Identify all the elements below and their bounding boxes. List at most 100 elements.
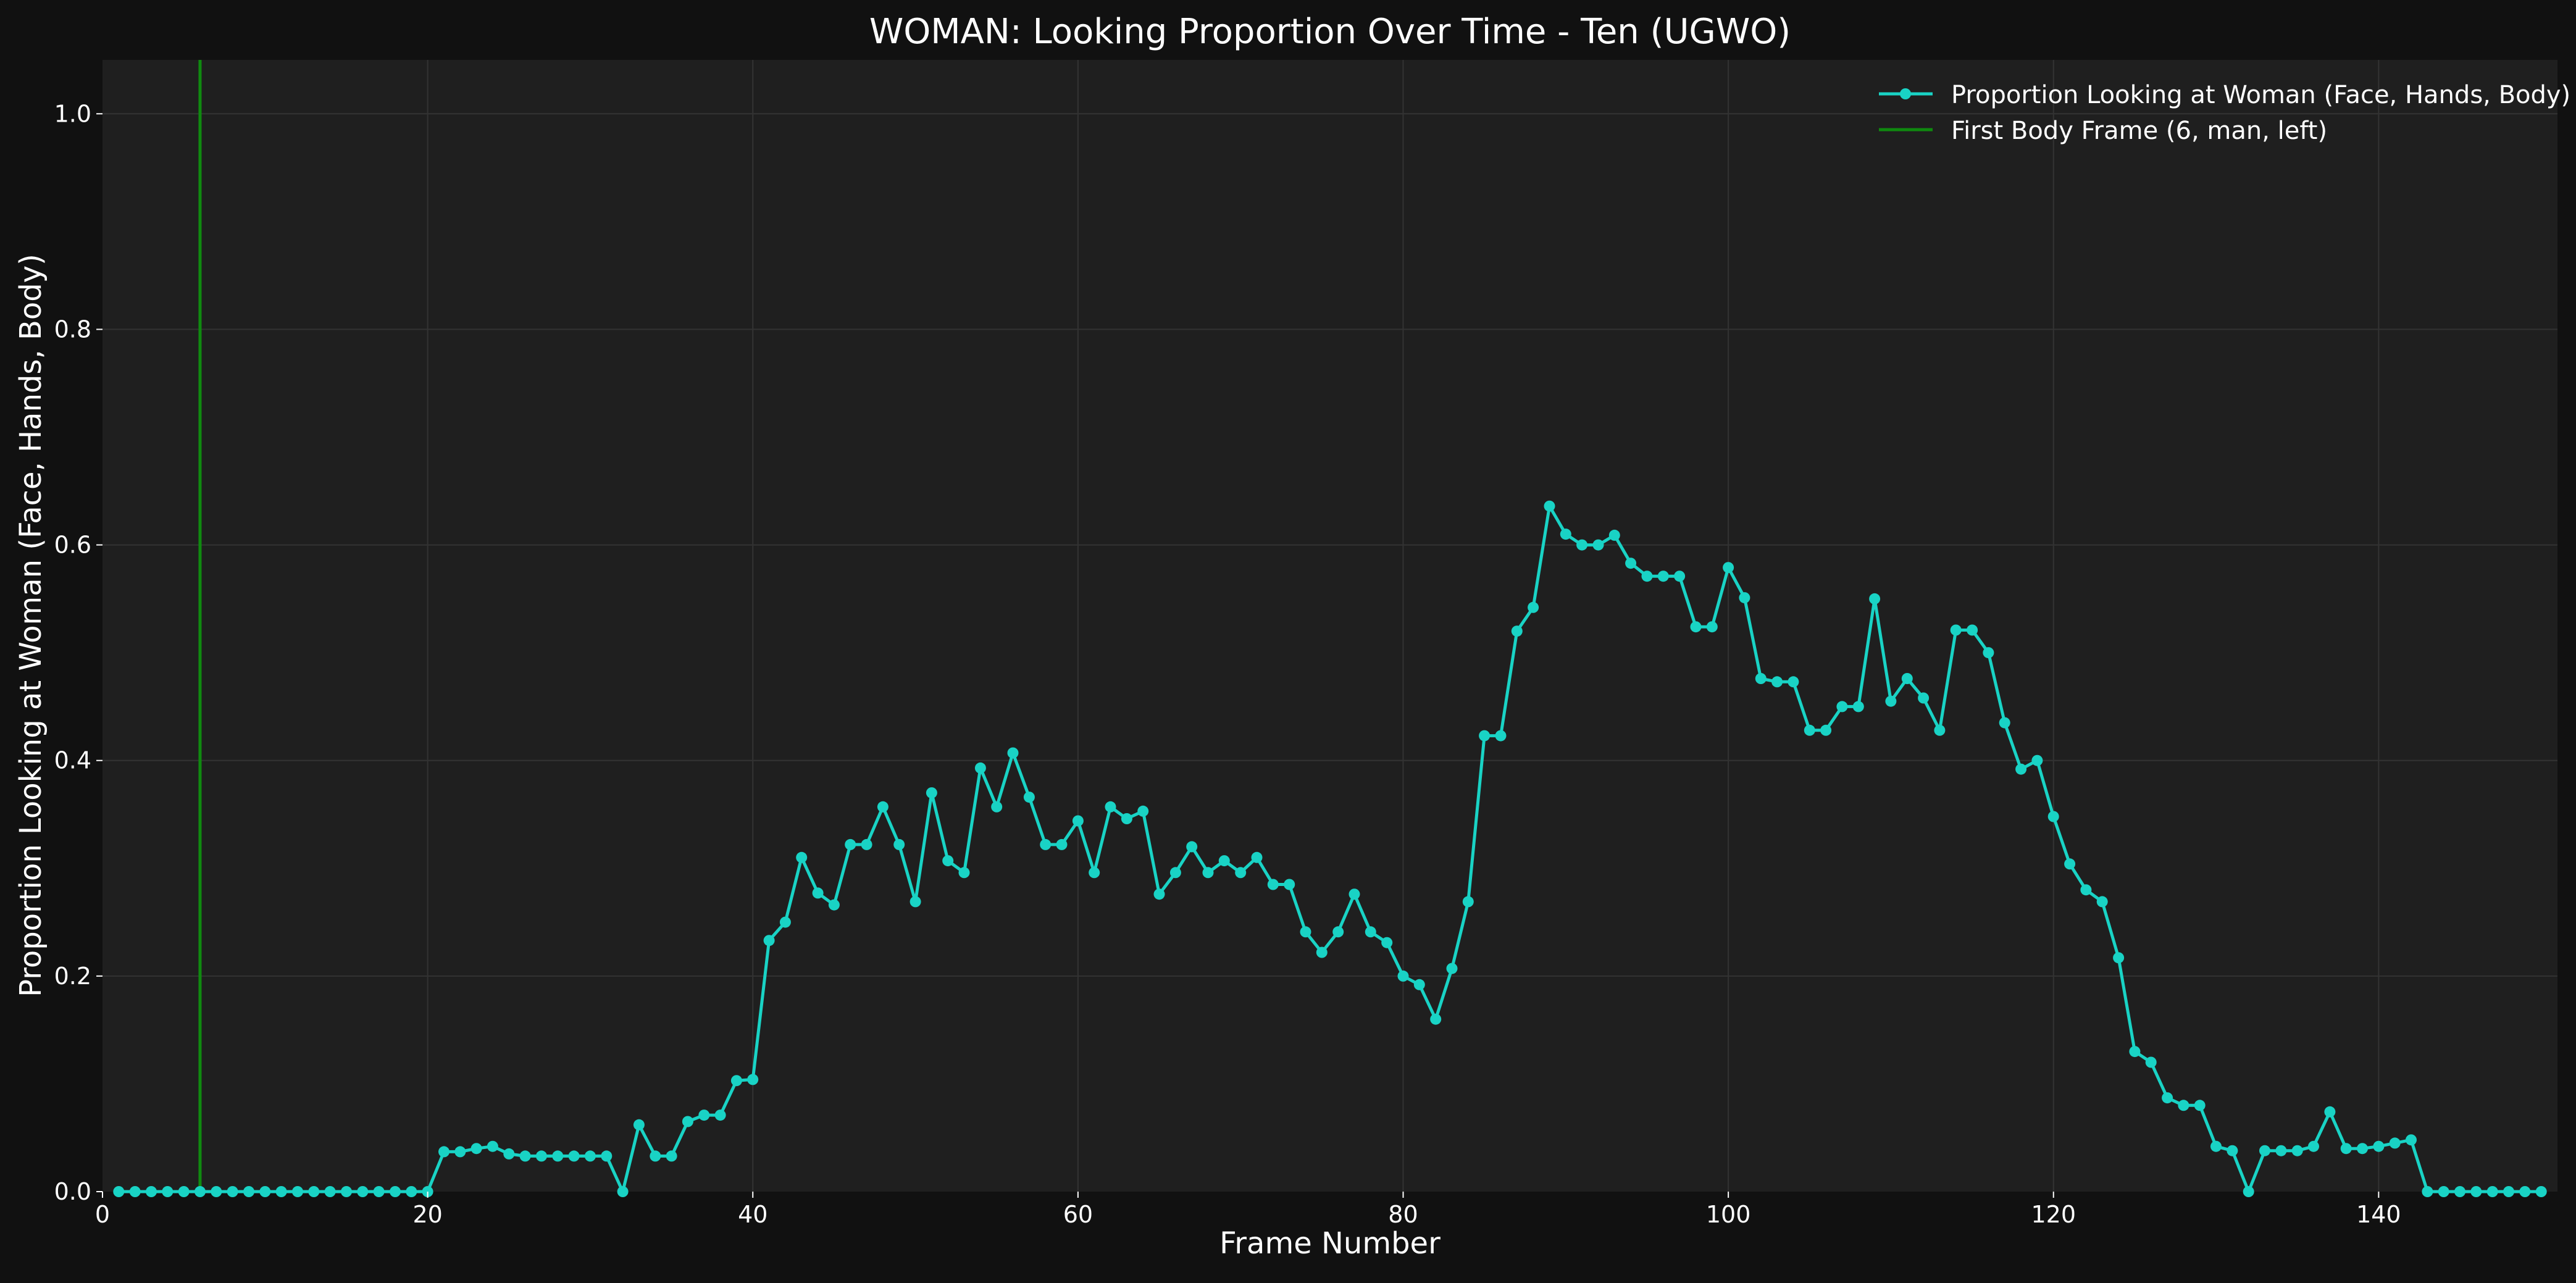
data-point <box>324 1186 336 1197</box>
legend-vline-label: First Body Frame (6, man, left) <box>1951 117 2327 145</box>
data-point <box>341 1186 352 1197</box>
data-point <box>1235 867 1247 879</box>
data-point <box>1641 570 1653 582</box>
data-point <box>1706 621 1718 633</box>
data-point <box>308 1186 320 1197</box>
data-point <box>2064 858 2076 870</box>
grid <box>102 60 2557 1192</box>
data-point <box>2178 1100 2189 1111</box>
data-point <box>1950 624 1962 636</box>
data-point <box>1983 647 1994 659</box>
y-tick-label: 0.6 <box>54 532 91 559</box>
data-point <box>1820 724 1832 736</box>
data-point <box>633 1119 645 1130</box>
data-point <box>1316 947 1328 958</box>
data-point <box>1560 529 1571 540</box>
data-point <box>666 1150 677 1162</box>
data-point <box>552 1150 564 1162</box>
x-tick-label: 80 <box>1388 1201 1418 1228</box>
data-point <box>1804 724 1815 736</box>
data-point <box>1836 701 1848 713</box>
data-point <box>1999 717 2010 729</box>
data-point <box>2096 896 2108 908</box>
data-point <box>1413 979 1425 990</box>
data-point <box>1349 888 1360 900</box>
data-point <box>2031 754 2043 766</box>
data-point <box>2194 1100 2206 1111</box>
x-axis-ticks: 0 20 40 60 80 100 120 140 <box>95 1192 2401 1228</box>
data-point <box>2129 1046 2141 1058</box>
data-point <box>1121 813 1132 824</box>
data-point <box>1218 855 1230 867</box>
data-point <box>1544 500 1555 512</box>
data-point <box>194 1186 206 1197</box>
data-point <box>1153 888 1165 900</box>
data-point <box>2503 1186 2514 1197</box>
data-point <box>584 1150 596 1162</box>
data-point <box>828 899 840 911</box>
data-point <box>2486 1186 2498 1197</box>
data-point <box>601 1150 613 1162</box>
data-point <box>796 851 808 863</box>
data-point <box>1007 747 1019 759</box>
data-point <box>1397 970 1409 982</box>
data-point <box>178 1186 190 1197</box>
data-point <box>292 1186 303 1197</box>
data-point <box>1852 701 1864 713</box>
data-point <box>1023 792 1035 803</box>
data-point <box>1381 937 1393 948</box>
data-point <box>227 1186 238 1197</box>
y-axis-ticks: 0.0 0.2 0.4 0.6 0.8 1.0 <box>54 100 102 1205</box>
data-point <box>275 1186 287 1197</box>
data-point <box>2162 1092 2173 1104</box>
data-point <box>2357 1143 2368 1155</box>
data-point <box>1755 673 1767 684</box>
data-point <box>1528 601 1539 613</box>
x-tick-label: 60 <box>1063 1201 1093 1228</box>
data-point <box>2210 1140 2222 1152</box>
data-point <box>503 1148 515 1160</box>
data-point <box>2422 1186 2433 1197</box>
data-point <box>1332 926 1344 938</box>
data-point <box>535 1150 547 1162</box>
data-point <box>650 1150 661 1162</box>
data-point <box>2373 1140 2385 1152</box>
data-point <box>1186 841 1198 853</box>
data-point <box>1657 570 1669 582</box>
data-point <box>877 801 889 813</box>
data-point <box>1040 838 1052 850</box>
x-tick-label: 100 <box>1706 1201 1751 1228</box>
data-point <box>2080 884 2092 896</box>
y-tick-label: 0.8 <box>54 316 91 343</box>
data-point <box>1089 867 1100 879</box>
y-tick-label: 0.0 <box>54 1178 91 1205</box>
legend: Proportion Looking at Woman (Face, Hands… <box>1879 81 2570 145</box>
data-point <box>845 838 856 850</box>
data-point <box>1056 838 1068 850</box>
legend-series-label: Proportion Looking at Woman (Face, Hands… <box>1951 81 2570 109</box>
data-point <box>373 1186 385 1197</box>
data-point <box>1105 801 1116 813</box>
series-layer <box>113 500 2547 1197</box>
data-point <box>1267 879 1279 890</box>
data-point <box>1788 676 1799 688</box>
data-point <box>2519 1186 2531 1197</box>
data-point <box>2113 952 2125 964</box>
data-point <box>2015 763 2027 775</box>
x-tick-label: 120 <box>2031 1201 2076 1228</box>
data-point <box>2340 1143 2352 1155</box>
data-point <box>438 1146 450 1158</box>
data-point <box>1072 815 1084 827</box>
data-point <box>113 1186 125 1197</box>
data-point <box>747 1074 759 1085</box>
data-point <box>146 1186 157 1197</box>
data-point <box>991 801 1003 813</box>
data-point <box>1446 963 1458 974</box>
data-point <box>2389 1137 2401 1149</box>
x-tick-label: 40 <box>738 1201 767 1228</box>
data-point <box>617 1186 629 1197</box>
data-point <box>2275 1145 2287 1156</box>
data-point <box>1284 879 1295 890</box>
